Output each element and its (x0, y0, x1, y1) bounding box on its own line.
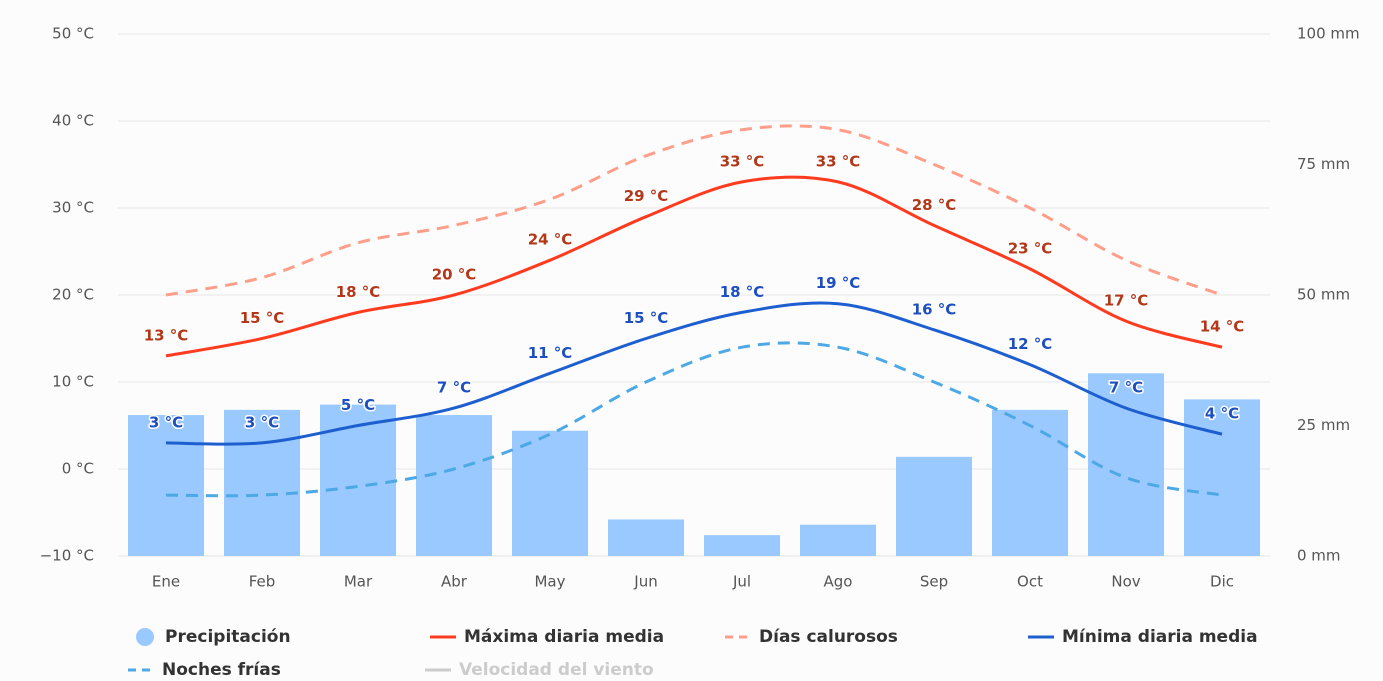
data-label: 7 °C (437, 379, 471, 397)
data-label: 12 °C (1008, 335, 1053, 353)
x-tick-label: Feb (249, 573, 276, 591)
x-tick-label: Ago (824, 573, 853, 591)
y2-tick-label: 75 mm (1297, 155, 1350, 173)
line (165, 124, 1223, 297)
x-tick-label: Jun (633, 573, 657, 591)
data-label: 15 °C (624, 309, 669, 327)
x-tick-label: Abr (441, 573, 468, 591)
bar (992, 409, 1068, 556)
data-label: 14 °C (1200, 318, 1245, 336)
data-label: 23 °C (1008, 239, 1053, 257)
y-tick-label: 40 °C (52, 112, 94, 130)
y2-tick-label: 0 mm (1297, 547, 1341, 565)
data-label: 33 °C (816, 152, 861, 170)
data-label: 3 °C (149, 413, 183, 431)
y-tick-label: 30 °C (52, 199, 94, 217)
data-label: 33 °C (720, 152, 765, 170)
legend-symbol (136, 628, 154, 646)
data-label: 5 °C (341, 396, 375, 414)
bar (128, 415, 204, 556)
legend-item[interactable]: Velocidad del viento (459, 660, 654, 680)
x-tick-label: Mar (344, 573, 373, 591)
data-label: 3 °C (245, 413, 279, 431)
y2-tick-label: 100 mm (1297, 25, 1360, 43)
bar (704, 535, 780, 556)
y-tick-label: 0 °C (62, 460, 94, 478)
y-tick-label: 50 °C (52, 25, 94, 43)
data-label: 20 °C (432, 266, 477, 284)
x-tick-label: Sep (920, 573, 948, 591)
legend-item[interactable]: Máxima diaria media (464, 627, 664, 647)
bar (416, 415, 492, 556)
x-tick-label: Jul (732, 573, 751, 591)
x-tick-label: Ene (152, 573, 180, 591)
x-tick-label: Oct (1017, 573, 1043, 591)
line (165, 175, 1223, 358)
data-label: 18 °C (336, 283, 381, 301)
line (165, 301, 1223, 446)
y2-tick-label: 25 mm (1297, 416, 1350, 434)
bar (608, 519, 684, 556)
data-label: 15 °C (240, 309, 285, 327)
y2-tick-label: 50 mm (1297, 286, 1350, 304)
bar (896, 456, 972, 556)
y-tick-label: 20 °C (52, 286, 94, 304)
data-label: 16 °C (912, 300, 957, 318)
data-label: 19 °C (816, 274, 861, 292)
data-label: 11 °C (528, 344, 573, 362)
legend-item[interactable]: Precipitación (165, 627, 291, 647)
legend-item[interactable]: Noches frías (162, 660, 281, 680)
x-tick-label: Dic (1210, 573, 1234, 591)
data-label: 28 °C (912, 196, 957, 214)
data-label: 13 °C (144, 326, 189, 344)
bar (512, 430, 588, 556)
x-tick-label: Nov (1111, 573, 1140, 591)
data-label: 17 °C (1104, 292, 1149, 310)
bar (800, 524, 876, 556)
data-label: 4 °C (1205, 405, 1239, 423)
legend-item[interactable]: Mínima diaria media (1062, 627, 1258, 647)
bar (320, 404, 396, 556)
data-label: 7 °C (1109, 379, 1143, 397)
y-tick-label: 10 °C (52, 373, 94, 391)
x-tick-label: May (534, 573, 565, 591)
data-label: 24 °C (528, 231, 573, 249)
legend-item[interactable]: Días calurosos (759, 627, 898, 647)
bar (1184, 399, 1260, 556)
data-label: 18 °C (720, 283, 765, 301)
bar (224, 409, 300, 556)
data-label: 29 °C (624, 187, 669, 205)
y-tick-label: −10 °C (40, 547, 94, 565)
